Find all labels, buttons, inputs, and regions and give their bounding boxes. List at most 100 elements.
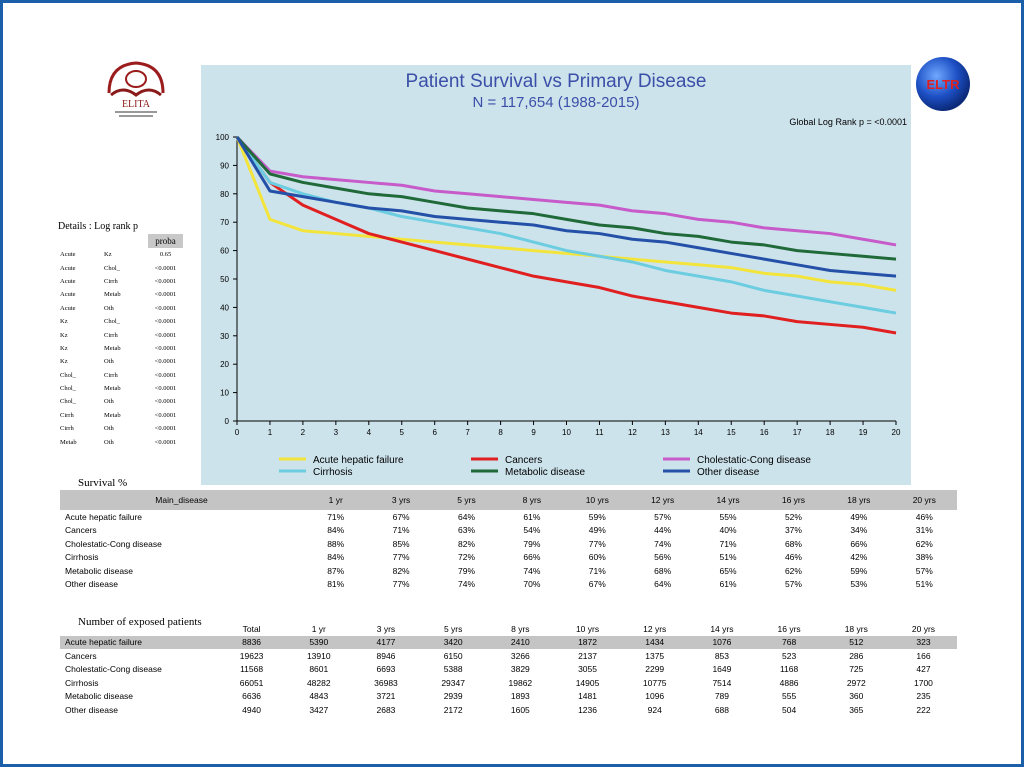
details-cell: Metab <box>104 344 121 352</box>
survival-cell: 52% <box>784 511 802 522</box>
x-tick-label: 5 <box>400 428 405 437</box>
x-tick-label: 14 <box>694 428 703 437</box>
details-cell: <0.0001 <box>154 318 177 326</box>
table-row: Cholestatic-Cong disease 88% 85% 82% 79% 77% 7… <box>60 537 957 551</box>
x-tick-label: 0 <box>235 428 240 437</box>
details-cell: Kz <box>60 318 68 326</box>
survival-cell: 49% <box>850 511 868 522</box>
exposed-cell: 555 <box>782 691 797 702</box>
exposed-col-header: 5 yrs <box>443 623 463 634</box>
exposed-cell: 2137 <box>578 650 597 661</box>
table-row: Acute hepatic failure 71% 67% 64% 61% 59% 57% 5… <box>60 510 957 524</box>
survival-cell: 74% <box>654 538 672 549</box>
exposed-cell: 19623 <box>239 650 264 661</box>
row-label: Acute hepatic failure <box>65 511 143 522</box>
exposed-cell: 3055 <box>578 664 597 675</box>
survival-col-header: 18 yrs <box>826 490 892 510</box>
exposed-cell: 2972 <box>846 677 866 688</box>
survival-cell: 42% <box>850 552 868 563</box>
y-tick-label: 0 <box>225 417 230 426</box>
exposed-cell: 3427 <box>309 704 329 715</box>
x-tick-label: 4 <box>367 428 372 437</box>
exposed-cell: 688 <box>714 704 729 715</box>
details-cell: Oth <box>104 398 114 406</box>
exposed-cell: 1096 <box>645 691 665 702</box>
logo-text: ELITA <box>122 99 151 110</box>
y-tick-label: 80 <box>220 190 229 199</box>
exposed-cell: 36983 <box>374 677 398 688</box>
details-row: Kz Cirrh <0.0001 <box>58 328 183 341</box>
details-cell: Kz <box>60 358 68 366</box>
logo-wave <box>110 88 162 97</box>
table-row: Acute hepatic failure 8836 5390 4177 3420 241… <box>60 635 958 649</box>
exposed-cell: 1076 <box>688 635 756 649</box>
details-cell: <0.0001 <box>154 385 177 393</box>
details-row: Cirrh Metab <0.0001 <box>58 409 183 422</box>
details-row: Chol_ Cirrh <0.0001 <box>58 369 183 382</box>
y-tick-label: 90 <box>220 161 229 170</box>
survival-cell: 71% <box>588 565 606 576</box>
x-tick-label: 18 <box>826 428 835 437</box>
table-row: Cirrhosis 84% 77% 72% 66% 60% 56% 51% 46% 42% 38% <box>60 551 957 565</box>
table-row: Other disease 4940 3427 2683 2172 1605 1236 924… <box>60 703 957 717</box>
elita-logo: ELITA <box>107 61 165 117</box>
details-row: Acute Chol_ <0.0001 <box>58 261 183 274</box>
survival-cell: 57% <box>784 579 802 590</box>
survival-cell: 88% <box>327 538 345 549</box>
survival-cell: 59% <box>588 511 606 522</box>
details-cell: Chol_ <box>60 398 76 406</box>
exposed-cell: 48282 <box>306 677 331 688</box>
x-tick-label: 17 <box>793 428 802 437</box>
row-label: Metabolic disease <box>65 565 134 576</box>
survival-cell: 62% <box>784 565 802 576</box>
exposed-col-header: 12 yrs <box>643 623 667 634</box>
exposed-cell: 6693 <box>376 664 396 675</box>
survival-cell: 61% <box>523 511 541 522</box>
exposed-cell: 6150 <box>443 650 463 661</box>
survival-cell: 82% <box>457 538 475 549</box>
row-label: Cirrhosis <box>65 677 99 688</box>
exposed-cell: 1872 <box>553 635 622 649</box>
survival-cell: 65% <box>719 565 737 576</box>
exposed-cell: 3721 <box>376 691 396 702</box>
survival-cell: 71% <box>327 511 345 522</box>
logo-caption-line <box>115 111 157 113</box>
details-cell: Chol_ <box>60 371 76 379</box>
exposed-cell: 789 <box>714 691 729 702</box>
legend-label: Acute hepatic failure <box>313 455 404 466</box>
logo-caption-line <box>119 115 153 117</box>
details-cell: Oth <box>104 304 114 312</box>
details-cell: Cirrh <box>104 371 118 379</box>
survival-col-header: 1 yr <box>303 490 369 510</box>
details-cell: <0.0001 <box>154 264 177 272</box>
survival-cell: 68% <box>654 565 672 576</box>
exposed-cell: 2299 <box>645 664 665 675</box>
survival-cell: 53% <box>850 579 868 590</box>
table-row: Metabolic disease 6636 4843 3721 2939 1893 148… <box>60 690 957 704</box>
survival-cell: 56% <box>654 552 672 563</box>
logo-text: ELTR <box>927 77 961 92</box>
survival-cell: 79% <box>457 565 475 576</box>
details-cell: Chol_ <box>60 385 76 393</box>
details-cell: Cirrh <box>60 411 74 419</box>
exposed-cell: 427 <box>916 664 931 675</box>
details-cell: Oth <box>104 358 114 366</box>
survival-cell: 77% <box>392 552 410 563</box>
exposed-cell: 853 <box>714 650 729 661</box>
details-cell: 0.65 <box>159 251 172 259</box>
details-panel: Details : Log rank p proba Acute Kz 0.65 Ac… <box>58 221 193 449</box>
survival-cell: 46% <box>915 511 933 522</box>
exposed-cell: 29347 <box>441 677 465 688</box>
x-tick-label: 19 <box>859 428 868 437</box>
details-cell: Kz <box>104 251 112 259</box>
y-tick-label: 30 <box>220 332 229 341</box>
exposed-cell: 3420 <box>419 635 487 649</box>
details-row: Kz Chol_ <0.0001 <box>58 315 183 328</box>
exposed-col-header: 18 yrs <box>844 623 868 634</box>
survival-col-header: 5 yrs <box>433 490 500 510</box>
details-cell: Oth <box>104 438 114 446</box>
details-row: Kz Oth <0.0001 <box>58 355 183 368</box>
survival-cell: 74% <box>523 565 541 576</box>
survival-cell: 64% <box>654 579 672 590</box>
